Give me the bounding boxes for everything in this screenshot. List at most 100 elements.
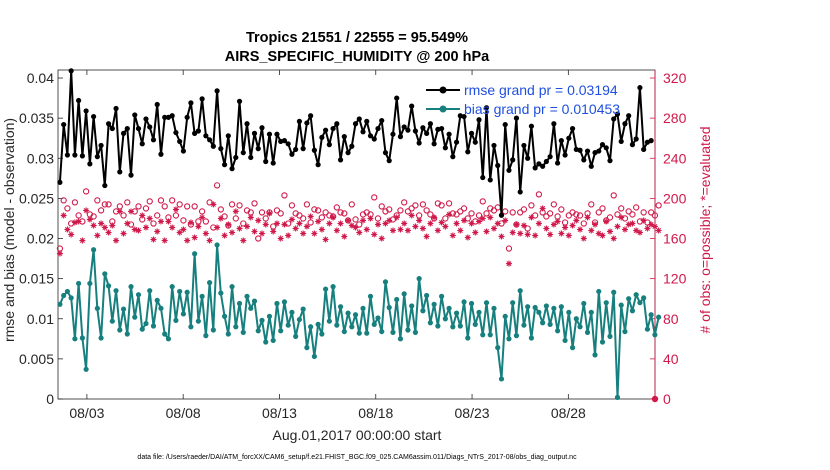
possible-obs-marker — [356, 221, 363, 228]
bias-marker — [326, 318, 332, 324]
rmse-marker — [442, 145, 448, 151]
rmse-marker — [311, 147, 317, 153]
bias-marker — [446, 305, 452, 311]
rmse-marker — [98, 142, 104, 149]
bias-marker — [259, 317, 265, 323]
bias-marker — [98, 335, 104, 341]
possible-obs-marker — [217, 206, 224, 213]
evaluated-obs-marker — [172, 206, 179, 213]
possible-obs-marker — [595, 209, 602, 216]
possible-obs-marker — [520, 206, 528, 213]
evaluated-obs-marker — [408, 212, 415, 219]
rmse-marker — [308, 113, 314, 119]
rmse-marker — [431, 141, 437, 147]
evaluated-obs-marker — [311, 230, 318, 237]
possible-obs-marker — [479, 198, 486, 205]
possible-obs-marker — [531, 212, 539, 219]
possible-obs-marker — [318, 214, 326, 221]
rmse-marker — [379, 117, 385, 124]
rmse-marker — [177, 138, 183, 145]
possible-obs-marker — [150, 220, 157, 227]
evaluated-obs-marker — [288, 216, 295, 223]
rmse-marker — [607, 158, 613, 164]
bias-marker — [195, 318, 201, 324]
bias-marker — [278, 328, 284, 334]
bias-marker — [603, 300, 609, 306]
x-tick-label: 08/03 — [69, 405, 104, 421]
bias-marker — [607, 333, 613, 340]
evaluated-obs-marker — [457, 227, 464, 234]
evaluated-obs-marker — [225, 221, 232, 228]
bias-marker — [255, 328, 261, 334]
bias-marker — [289, 309, 295, 315]
evaluated-obs-marker — [543, 225, 550, 232]
bias-marker — [188, 324, 194, 330]
evaluated-obs-marker — [423, 233, 430, 240]
rmse-marker — [356, 116, 362, 122]
rmse-marker — [120, 130, 127, 136]
evaluated-obs-marker — [389, 227, 396, 234]
evaluated-obs-marker — [621, 226, 628, 233]
legend: rmse grand pr = 0.03194 bias grand pr = … — [426, 82, 620, 117]
possible-obs-marker — [300, 215, 307, 222]
bias-marker — [596, 288, 602, 295]
bias-marker — [405, 327, 411, 333]
possible-obs-marker — [251, 200, 258, 207]
bias-marker — [367, 293, 374, 299]
rmse-marker — [569, 125, 576, 132]
possible-obs-marker — [124, 199, 131, 206]
bias-marker — [311, 353, 317, 360]
evaluated-obs-marker — [113, 237, 120, 244]
possible-obs-marker — [524, 225, 531, 232]
bias-marker — [244, 293, 250, 299]
evaluated-obs-marker — [644, 225, 651, 232]
bias-marker — [584, 329, 591, 335]
y-tick-label: 0.025 — [19, 190, 54, 206]
bias-marker — [76, 280, 82, 287]
evaluated-obs-marker — [124, 220, 131, 227]
evaluated-obs-marker — [367, 215, 374, 222]
bias-marker — [521, 322, 527, 328]
tick-labels: 0 0.005 0.01 0.015 0.02 0.025 0.03 0.035 0.04 0 40… — [19, 70, 687, 421]
chart-subtitle: AIRS_SPECIFIC_HUMIDITY @ 200 hPa — [225, 49, 490, 65]
possible-obs-marker — [588, 201, 595, 208]
rmse-marker — [109, 125, 115, 132]
bias-marker — [281, 299, 288, 305]
rmse-marker — [536, 161, 542, 167]
evaluated-obs-marker — [562, 224, 569, 231]
evaluated-obs-marker — [135, 227, 142, 234]
bias-marker — [214, 242, 220, 248]
rmse-marker — [79, 153, 85, 159]
evaluated-obs-marker — [210, 201, 217, 208]
evaluated-obs-marker — [397, 226, 404, 233]
possible-obs-marker — [135, 203, 142, 210]
bias-marker — [412, 329, 419, 335]
evaluated-obs-marker — [157, 218, 164, 225]
possible-obs-marker — [535, 191, 543, 198]
rmse-marker — [629, 142, 636, 148]
rmse-marker — [337, 157, 344, 163]
evaluated-obs-marker — [558, 230, 565, 237]
possible-obs-marker — [213, 182, 221, 189]
rmse-marker — [394, 95, 400, 101]
possible-obs-marker — [296, 212, 303, 219]
legend-rmse-label: rmse grand pr = 0.03194 — [464, 82, 618, 98]
evaluated-obs-marker — [427, 220, 434, 227]
rmse-marker — [476, 117, 482, 123]
rmse-marker — [158, 151, 164, 157]
rmse-marker — [188, 100, 194, 106]
evaluated-obs-marker — [453, 220, 460, 227]
y-tick-label: 0.04 — [27, 70, 54, 86]
rmse-marker — [285, 141, 291, 147]
evaluated-obs-marker — [404, 227, 411, 234]
possible-obs-marker — [142, 205, 150, 212]
bias-marker — [409, 303, 415, 309]
evaluated-obs-marker — [378, 235, 385, 242]
evaluated-obs-marker — [505, 260, 512, 267]
bias-marker — [558, 304, 564, 310]
bias-marker — [386, 304, 392, 311]
rmse-marker — [566, 135, 572, 141]
rmse-marker — [626, 113, 632, 119]
rmse-marker — [562, 152, 568, 158]
evaluated-obs-marker — [580, 235, 587, 242]
